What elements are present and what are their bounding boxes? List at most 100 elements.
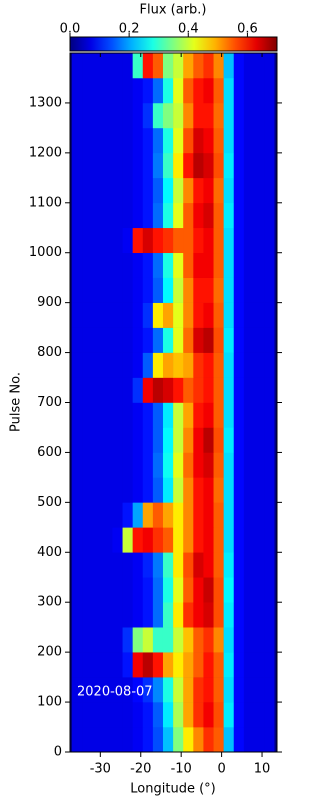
heatmap-cell <box>173 452 184 478</box>
x-tick-label: -20 <box>130 762 151 777</box>
heatmap-cell <box>82 252 93 278</box>
heatmap-cell <box>112 577 123 603</box>
heatmap-cell <box>183 177 194 204</box>
heatmap-cell <box>243 452 255 478</box>
heatmap-cell <box>82 77 93 104</box>
heatmap-cell <box>132 352 144 378</box>
heatmap-cell <box>72 352 83 378</box>
heatmap-cell <box>142 177 154 204</box>
heatmap-cell <box>193 552 204 578</box>
heatmap-cell <box>122 527 133 553</box>
heatmap-cell <box>213 177 224 204</box>
heatmap-cell <box>243 327 255 353</box>
heatmap-cell <box>253 77 265 104</box>
heatmap-cell <box>233 527 245 553</box>
heatmap-cell <box>223 627 235 653</box>
heatmap-cell <box>162 177 174 204</box>
heatmap-cell <box>102 227 113 254</box>
heatmap-cell <box>92 402 103 428</box>
heatmap-cell <box>223 402 235 428</box>
heatmap-cell <box>203 352 214 378</box>
heatmap-cell <box>122 702 133 728</box>
heatmap-cell <box>142 202 154 229</box>
heatmap-cell <box>72 677 83 703</box>
heatmap-cell <box>223 377 235 403</box>
heatmap-cell <box>213 702 224 728</box>
heatmap-cell <box>142 252 154 278</box>
heatmap-cell <box>152 102 164 129</box>
heatmap-cell <box>92 202 103 229</box>
heatmap-cell <box>253 352 265 378</box>
heatmap-cell <box>112 652 123 678</box>
heatmap-cell <box>82 727 93 753</box>
heatmap-cell <box>203 477 214 503</box>
heatmap-cell <box>264 702 275 728</box>
heatmap-cell <box>193 527 204 553</box>
heatmap-cell <box>92 102 103 129</box>
heatmap-cell <box>264 477 275 503</box>
heatmap-cell <box>264 427 275 453</box>
heatmap-cell <box>243 627 255 653</box>
heatmap-cell <box>132 177 144 204</box>
heatmap-cell <box>122 402 133 428</box>
heatmap-cell <box>233 452 245 478</box>
heatmap-cell <box>112 252 123 278</box>
heatmap-cell <box>132 202 144 229</box>
heatmap-cell <box>92 527 103 553</box>
heatmap-cell <box>173 652 184 678</box>
heatmap-cell <box>243 727 255 753</box>
heatmap-cell <box>72 577 83 603</box>
heatmap-cell <box>132 102 144 129</box>
heatmap-cell <box>132 627 144 653</box>
heatmap-cell <box>203 327 214 353</box>
heatmap-cell <box>183 677 194 703</box>
heatmap-cell <box>152 602 164 628</box>
heatmap-cell <box>183 477 194 503</box>
y-axis-label: Pulse No. <box>9 372 24 432</box>
heatmap-cell <box>72 77 83 104</box>
heatmap-cell <box>162 552 174 578</box>
heatmap-cell <box>92 377 103 403</box>
heatmap-cell <box>233 77 245 104</box>
heatmap-cell <box>253 427 265 453</box>
heatmap-cell <box>72 302 83 328</box>
heatmap-cell <box>142 627 154 653</box>
heatmap-cell <box>193 602 204 628</box>
heatmap-cell <box>122 427 133 453</box>
heatmap-cell <box>253 652 265 678</box>
heatmap-cell <box>193 177 204 204</box>
heatmap-cell <box>253 402 265 428</box>
heatmap-cell <box>162 127 174 154</box>
heatmap-cell <box>253 677 265 703</box>
heatmap-cell <box>72 427 83 453</box>
y-tick-label: 100 <box>37 695 62 710</box>
heatmap-cell <box>152 327 164 353</box>
heatmap-cell <box>162 627 174 653</box>
heatmap-cell <box>122 502 133 528</box>
heatmap-cell <box>203 102 214 129</box>
heatmap-cell <box>82 53 93 79</box>
heatmap-cell <box>243 502 255 528</box>
heatmap-cell <box>243 177 255 204</box>
heatmap-cell <box>183 452 194 478</box>
heatmap-cell <box>203 727 214 753</box>
heatmap-cell <box>162 702 174 728</box>
heatmap-cell <box>243 77 255 104</box>
heatmap-cell <box>112 102 123 129</box>
y-tick-label: 0 <box>54 745 62 760</box>
heatmap-cell <box>142 152 154 179</box>
heatmap-cell <box>243 352 255 378</box>
heatmap-cell <box>82 427 93 453</box>
heatmap-cell <box>82 502 93 528</box>
heatmap-cell <box>142 277 154 303</box>
heatmap-cell <box>233 252 245 278</box>
heatmap-cell <box>122 727 133 753</box>
heatmap-cell <box>152 402 164 428</box>
heatmap-cell <box>72 377 83 403</box>
heatmap-cell <box>193 652 204 678</box>
heatmap-cell <box>193 577 204 603</box>
heatmap-cell <box>132 702 144 728</box>
heatmap-cell <box>183 602 194 628</box>
heatmap-cell <box>142 477 154 503</box>
heatmap-cell <box>102 552 113 578</box>
